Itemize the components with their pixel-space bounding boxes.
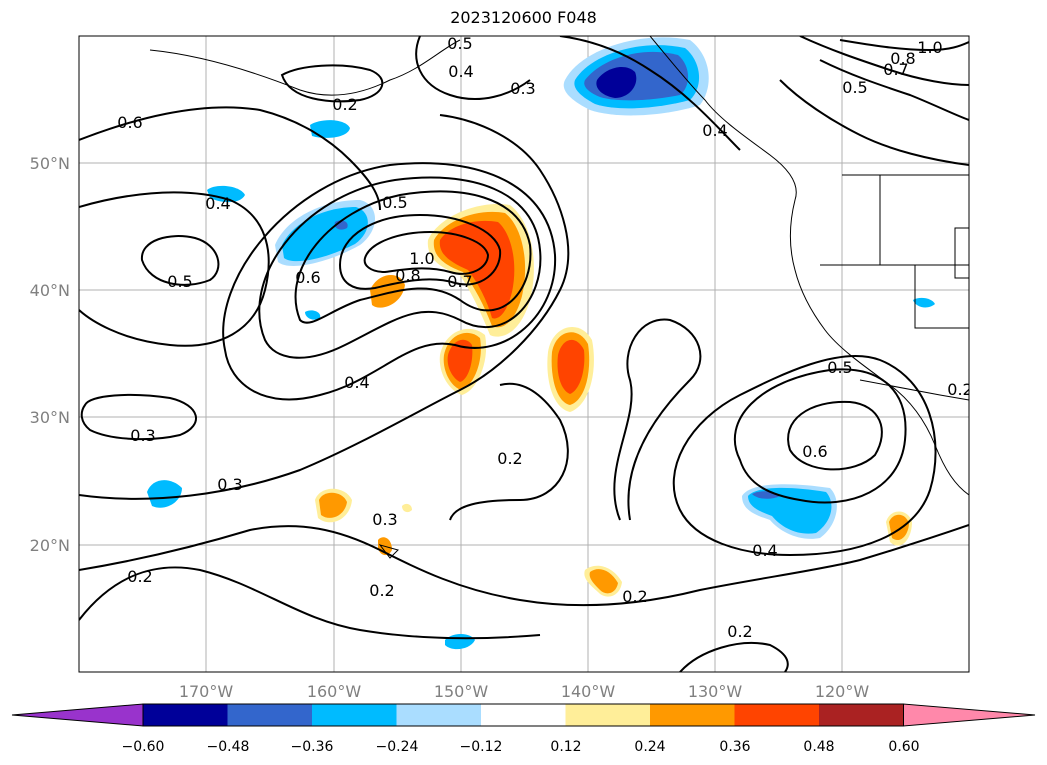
svg-text:0.2: 0.2: [127, 567, 152, 586]
svg-text:0.5: 0.5: [827, 358, 852, 377]
colorbar: [11, 703, 1036, 727]
lon-label-170w: 170°W: [179, 682, 234, 701]
svg-text:0.5: 0.5: [447, 34, 472, 53]
svg-text:0.3: 0.3: [130, 426, 155, 445]
map-title: 2023120600 F048: [450, 8, 597, 27]
svg-text:0.6: 0.6: [802, 442, 827, 461]
svg-text:0.4: 0.4: [702, 121, 727, 140]
lon-label-150w: 150°W: [434, 682, 489, 701]
svg-text:0.3: 0.3: [510, 79, 535, 98]
latitude-labels: 50°N 40°N 30°N 20°N: [30, 154, 70, 555]
colorbar-segment: [734, 704, 820, 726]
lat-label-50n: 50°N: [30, 154, 70, 173]
colorbar-extend-max: [903, 703, 1036, 727]
svg-text:0.7: 0.7: [883, 60, 908, 79]
longitude-labels: 170°W 160°W 150°W 140°W 130°W 120°W: [179, 682, 870, 701]
map-background: [79, 36, 969, 672]
contour-lines: [79, 36, 969, 672]
svg-text:0.6: 0.6: [295, 268, 320, 287]
svg-text:0.3: 0.3: [217, 475, 242, 494]
colorbar-tick-label: 0.60: [888, 739, 919, 755]
svg-text:0.4: 0.4: [448, 62, 473, 81]
shaded-anomalies: [147, 37, 935, 650]
svg-text:0.3: 0.3: [372, 510, 397, 529]
lat-label-20n: 20°N: [30, 536, 70, 555]
svg-text:0.5: 0.5: [167, 272, 192, 291]
svg-text:0.2: 0.2: [497, 449, 522, 468]
lon-label-120w: 120°W: [815, 682, 870, 701]
svg-text:1.0: 1.0: [409, 249, 434, 268]
colorbar-tick-label: −0.48: [207, 739, 250, 755]
colorbar-segment: [143, 704, 228, 726]
svg-text:0.5: 0.5: [382, 193, 407, 212]
coastlines: [149, 36, 969, 559]
svg-text:0.6: 0.6: [117, 113, 142, 132]
svg-text:0.4: 0.4: [205, 194, 230, 213]
colorbar-tick-label: 0.24: [634, 739, 665, 755]
contour-labels: 0.5 0.4 0.3 0.2 0.4 1.0 0.8 0.7 0.6 0.5 …: [117, 34, 972, 641]
colorbar-tick-label: 0.48: [803, 739, 834, 755]
svg-text:0.8: 0.8: [395, 266, 420, 285]
colorbar-tick-label: −0.36: [291, 739, 334, 755]
colorbar-extend-min: [11, 703, 144, 727]
map-frame: [78, 35, 970, 673]
colorbar-tick-labels: −0.60 −0.48 −0.36 −0.24 −0.12 0.12 0.24 …: [122, 739, 920, 755]
svg-text:0.2: 0.2: [369, 581, 394, 600]
colorbar-tick-label: −0.12: [460, 739, 503, 755]
svg-text:1.0: 1.0: [917, 38, 942, 57]
colorbar-segment: [819, 704, 904, 726]
colorbar-segment: [565, 704, 651, 726]
colorbar-segment: [481, 704, 566, 726]
colorbar-tick-label: −0.60: [122, 739, 165, 755]
lon-label-130w: 130°W: [688, 682, 743, 701]
colorbar-tick-label: −0.24: [376, 739, 419, 755]
svg-text:0.2: 0.2: [727, 622, 752, 641]
colorbar-outline: [142, 703, 904, 727]
svg-text:0.2: 0.2: [332, 95, 357, 114]
svg-text:0.5: 0.5: [842, 78, 867, 97]
svg-text:0.2: 0.2: [947, 380, 972, 399]
svg-text:0.7: 0.7: [447, 272, 472, 291]
colorbar-tick-label: 0.12: [550, 739, 581, 755]
colorbar-segment: [312, 704, 397, 726]
svg-text:0.4: 0.4: [752, 541, 777, 560]
colorbar-tick-label: 0.36: [719, 739, 750, 755]
colorbar-segment: [650, 704, 735, 726]
lon-label-160w: 160°W: [307, 682, 362, 701]
lat-label-40n: 40°N: [30, 281, 70, 300]
svg-text:0.4: 0.4: [344, 373, 369, 392]
colorbar-segment: [396, 704, 482, 726]
lon-label-140w: 140°W: [561, 682, 616, 701]
svg-text:0.2: 0.2: [622, 587, 647, 606]
colorbar-segment: [227, 704, 313, 726]
svg-text:0.8: 0.8: [890, 49, 915, 68]
lat-label-30n: 30°N: [30, 408, 70, 427]
